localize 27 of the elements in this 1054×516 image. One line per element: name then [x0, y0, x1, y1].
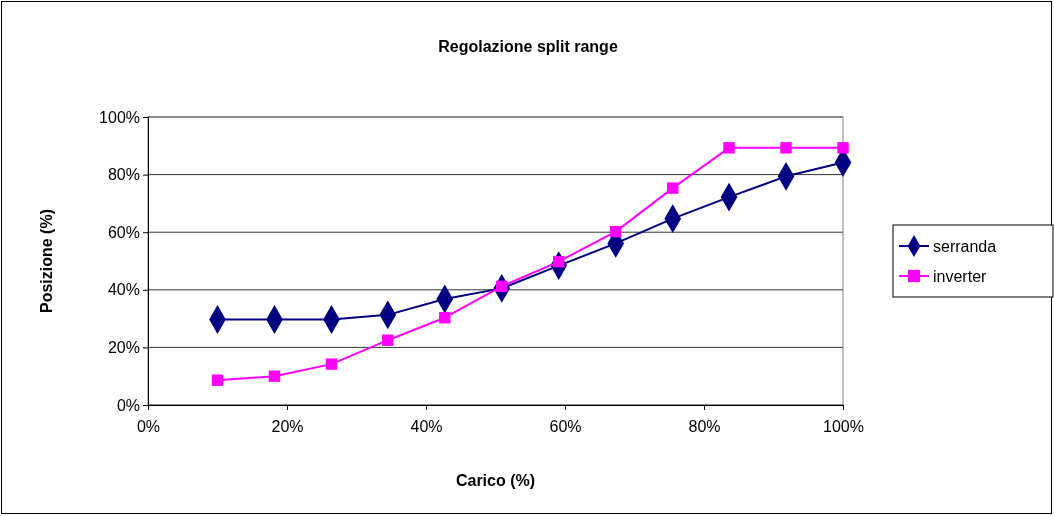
y-tick-label: 20% [107, 339, 140, 357]
chart-title: Regolazione split range [438, 38, 618, 55]
legend-label: serranda [933, 238, 997, 255]
x-tick-label: 80% [688, 418, 721, 436]
y-tick-label: 100% [99, 108, 140, 126]
point [211, 374, 224, 386]
point [439, 312, 451, 324]
y-tick-label: 40% [107, 281, 140, 299]
point [610, 225, 622, 238]
x-tick-label: 20% [271, 418, 304, 436]
y-tick-label: 0% [116, 396, 140, 414]
x-tick-label: 60% [549, 418, 582, 436]
x-axis-title: Carico (%) [455, 472, 536, 489]
point [268, 370, 281, 382]
y-axis-title: Posizione (%) [38, 208, 55, 314]
point [325, 358, 338, 370]
y-tick-label: 80% [107, 166, 140, 184]
point [382, 334, 394, 346]
legend-label: inverter [933, 268, 988, 285]
point [667, 182, 679, 194]
y-tick-label: 60% [107, 223, 140, 241]
point [837, 142, 849, 154]
x-tick-label: 40% [410, 418, 443, 436]
point [723, 142, 735, 154]
point [780, 142, 792, 154]
x-tick-label: 100% [823, 418, 864, 436]
x-tick-label: 0% [136, 418, 161, 436]
